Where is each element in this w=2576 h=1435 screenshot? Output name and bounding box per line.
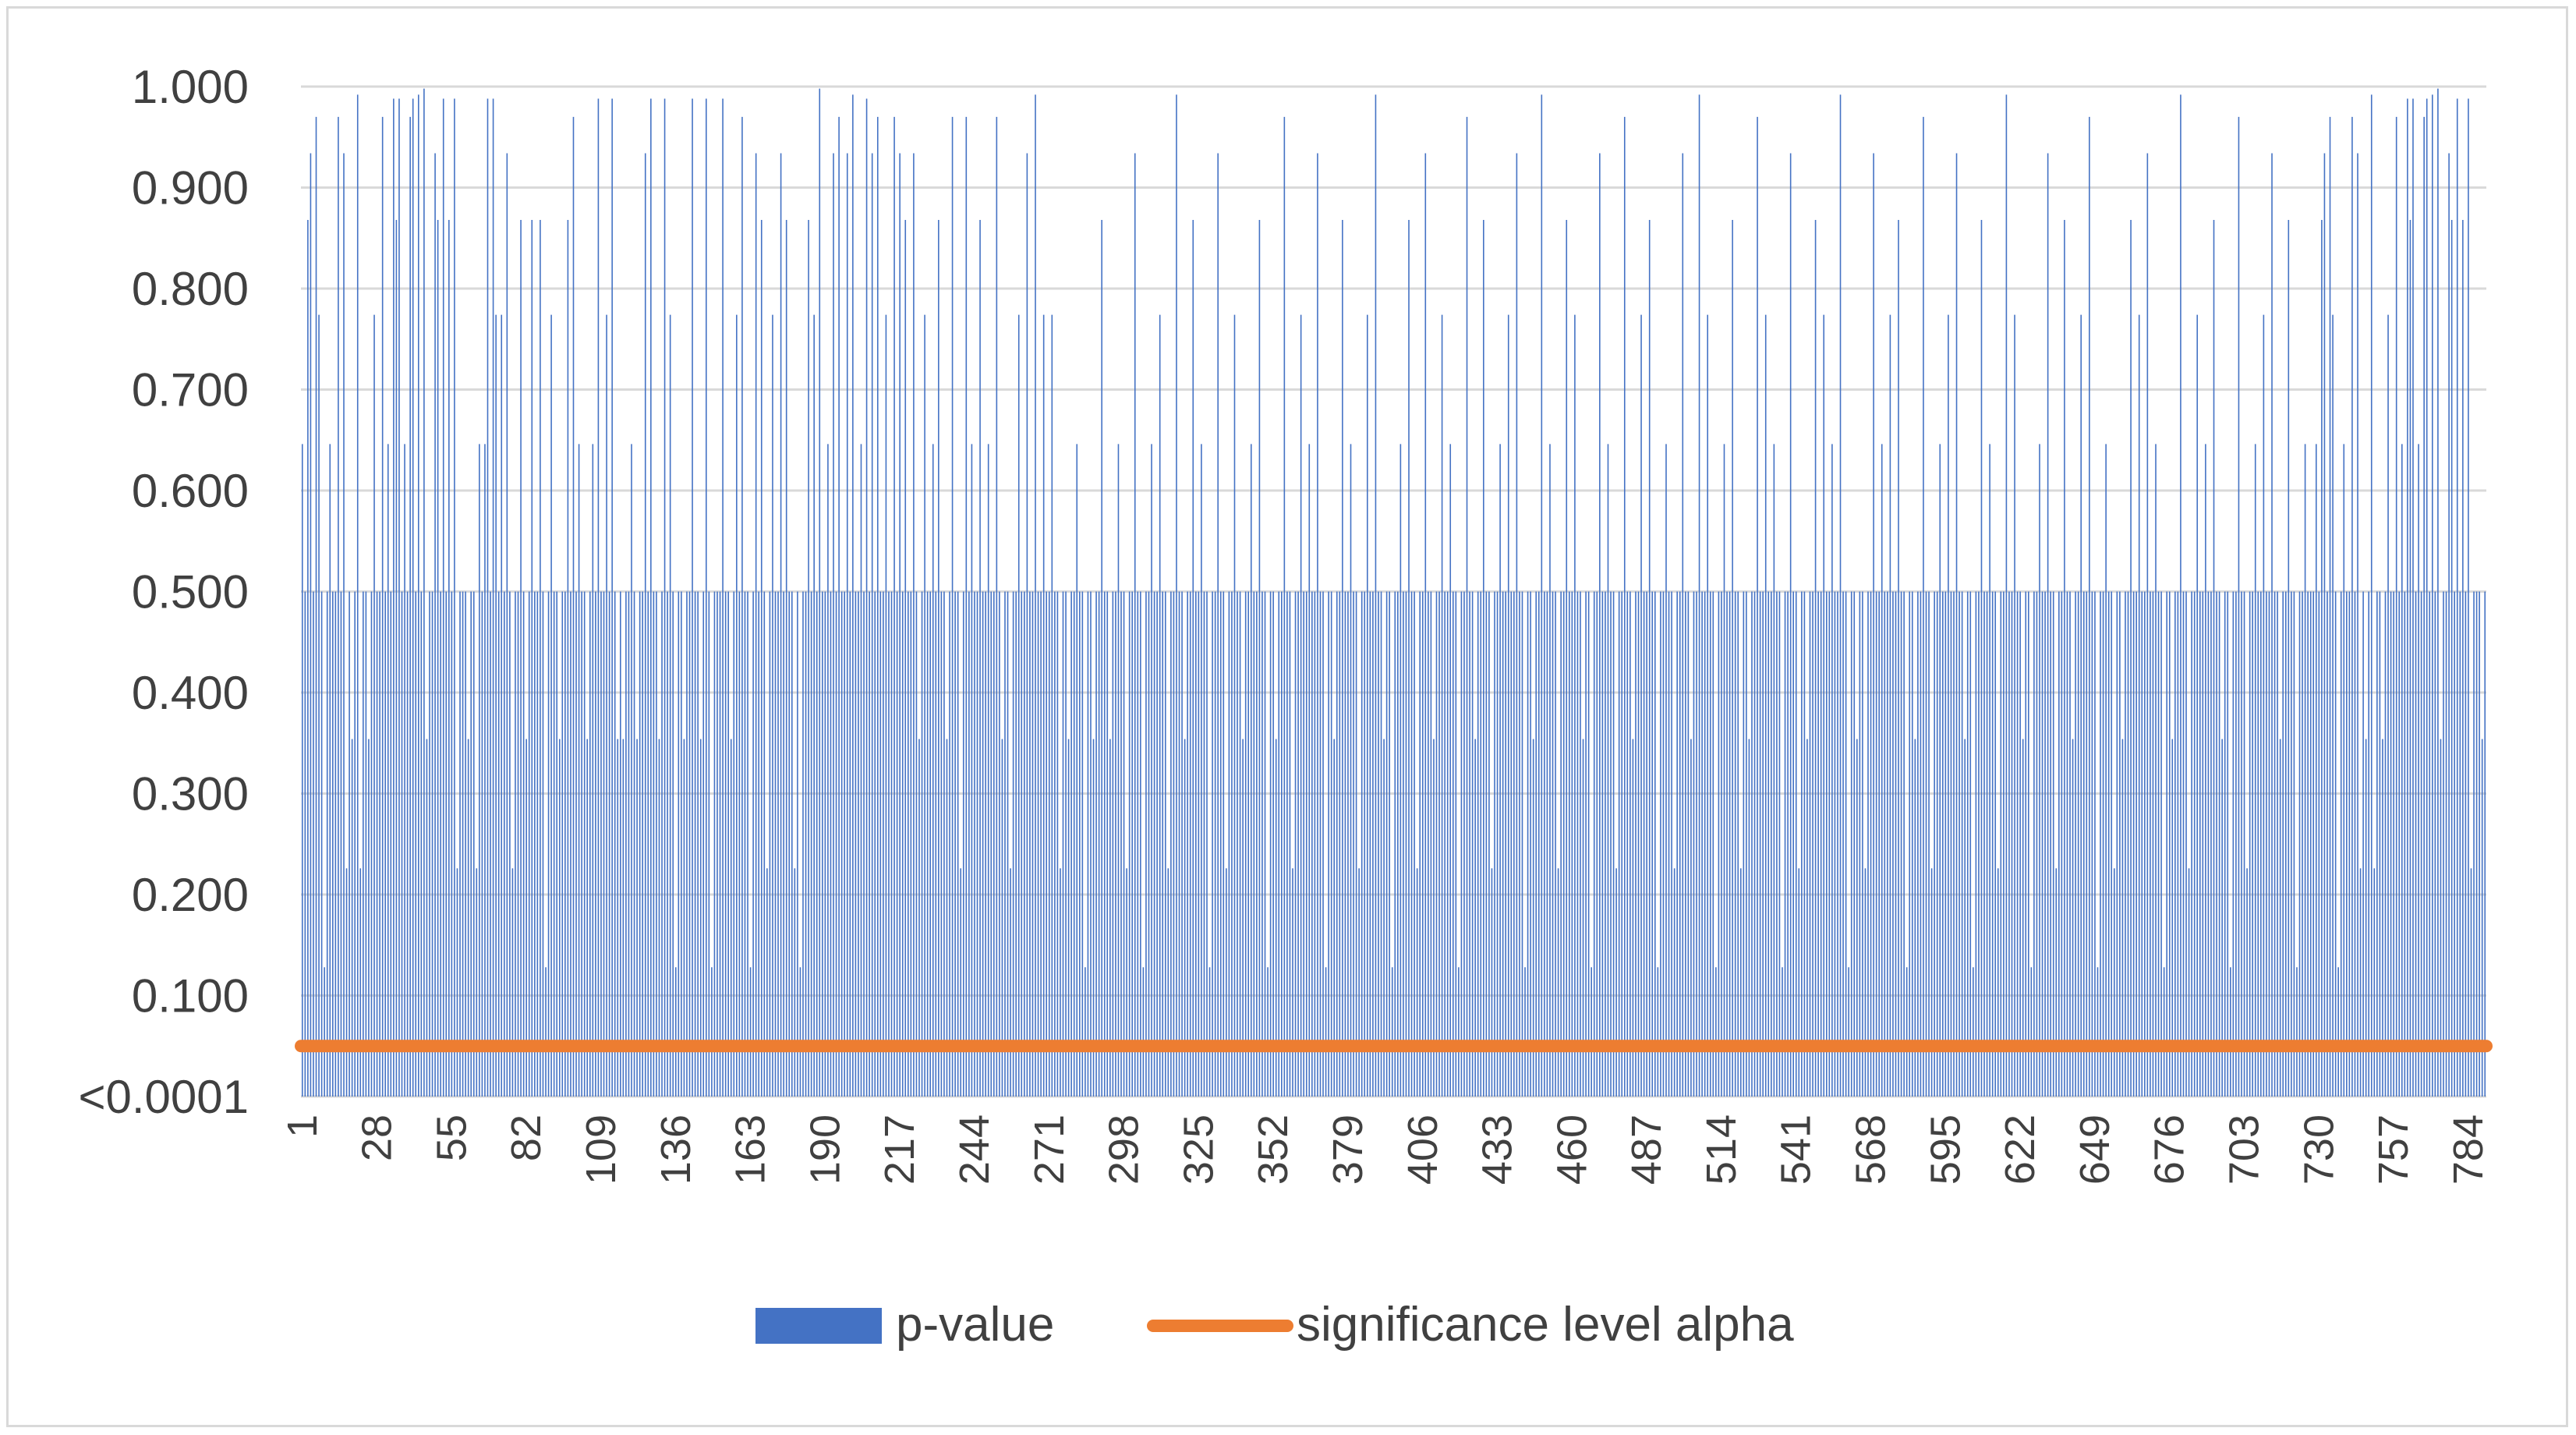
legend-label-significance-level-alpha: significance level alpha [1297,1298,1794,1352]
y-tick-label-8: 0.800 [132,263,249,315]
x-tick-label-568: 568 [1848,1114,1895,1185]
x-tick-label-460: 460 [1548,1114,1595,1185]
x-tick-label-352: 352 [1250,1114,1297,1185]
x-tick-label-541: 541 [1773,1114,1820,1185]
y-tick-label-3: 0.300 [132,768,249,820]
y-tick-label-5: 0.500 [132,566,249,618]
y-tick-label-2: 0.200 [132,869,249,921]
x-tick-label-109: 109 [578,1114,625,1185]
legend-swatch-p-value [755,1308,882,1344]
x-tick-label-325: 325 [1175,1114,1222,1185]
x-tick-label-703: 703 [2221,1114,2268,1185]
y-axis-tick-labels: <0.0001 0.100 0.200 0.300 0.400 0.500 0.600 0.7… [78,61,249,1123]
x-axis-tick-labels: 1 28 55 82 109 136 163 190 217 244 271 298 325 352 379… [279,1114,2492,1185]
x-tick-label-406: 406 [1399,1114,1446,1185]
p-value-chart: <0.0001 0.100 0.200 0.300 0.400 0.500 0.600 0.7… [78,61,2493,1352]
x-tick-label-649: 649 [2072,1114,2118,1185]
chart-frame: <0.0001 0.100 0.200 0.300 0.400 0.500 0.600 0.7… [6,6,2568,1427]
x-tick-label-82: 82 [503,1114,550,1161]
y-tick-label-10: 1.000 [132,61,249,113]
x-tick-label-244: 244 [951,1114,998,1185]
y-tick-label-4: 0.400 [132,667,249,719]
x-tick-label-730: 730 [2295,1114,2342,1185]
x-tick-label-298: 298 [1101,1114,1148,1185]
x-tick-label-163: 163 [727,1114,774,1185]
x-tick-label-784: 784 [2445,1114,2492,1185]
x-tick-label-1: 1 [279,1114,326,1138]
x-tick-label-676: 676 [2146,1114,2193,1185]
x-tick-label-595: 595 [1922,1114,1969,1185]
y-tick-label-1: 0.100 [132,970,249,1022]
x-tick-label-487: 487 [1623,1114,1670,1185]
y-tick-label-0: <0.0001 [78,1071,249,1123]
x-tick-label-136: 136 [653,1114,699,1185]
y-tick-label-7: 0.700 [132,364,249,416]
x-tick-label-757: 757 [2370,1114,2417,1185]
p-value-bars [301,88,2486,1097]
x-tick-label-514: 514 [1698,1114,1745,1185]
x-tick-label-217: 217 [876,1114,923,1185]
y-tick-label-9: 0.900 [132,162,249,214]
x-tick-label-379: 379 [1325,1114,1371,1185]
x-tick-label-622: 622 [1997,1114,2043,1185]
x-tick-label-433: 433 [1474,1114,1521,1185]
x-tick-label-190: 190 [801,1114,848,1185]
x-tick-label-28: 28 [354,1114,401,1161]
x-tick-label-55: 55 [428,1114,475,1161]
legend-label-p-value: p-value [896,1298,1054,1352]
y-tick-label-6: 0.600 [132,465,249,517]
legend: p-value significance level alpha [755,1298,1794,1352]
x-tick-label-271: 271 [1026,1114,1073,1185]
